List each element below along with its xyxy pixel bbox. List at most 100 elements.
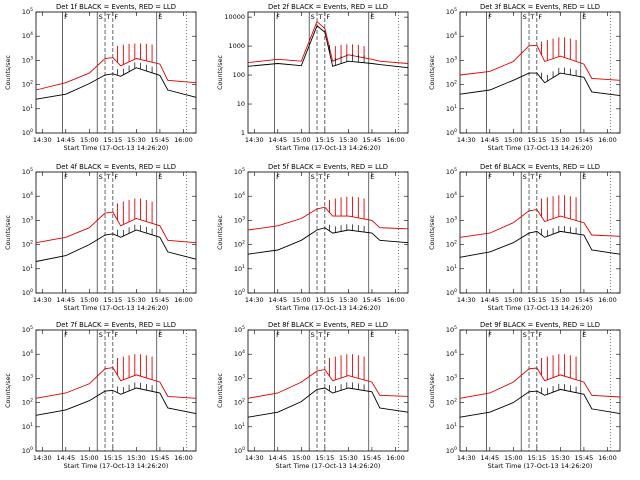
plot-frame [35, 11, 197, 134]
x-tick-label: 15:15 [103, 136, 122, 144]
y-tick-label: 102 [234, 240, 245, 249]
lld-series-line [459, 44, 621, 81]
x-tick-label: 14:30 [245, 136, 264, 144]
time-marker-label: E [582, 13, 586, 21]
x-tick-label: 14:30 [245, 296, 264, 304]
time-marker-label: F [326, 173, 330, 181]
time-marker-label: F [64, 13, 68, 21]
plot-frame [459, 171, 621, 294]
x-tick-label: 14:30 [457, 136, 476, 144]
y-tick-label: 103 [22, 55, 33, 64]
y-axis-label: Counts/sec [429, 215, 436, 250]
lld-series-line [247, 369, 409, 399]
y-tick-label: 100 [234, 288, 245, 297]
x-tick-label: 15:45 [363, 296, 382, 304]
time-marker-label: S [311, 13, 315, 21]
panel-title: Det 5f BLACK = Events, RED = LLD [268, 163, 388, 171]
y-tick-label: 102 [446, 398, 457, 407]
lld-series-line [459, 209, 621, 238]
plot-frame [247, 171, 409, 294]
plot-frame [247, 329, 409, 452]
x-axis-label: Start Time (17-Oct-13 14:26:20) [276, 304, 381, 312]
plot-frame [459, 11, 621, 134]
y-tick-label: 102 [234, 398, 245, 407]
x-tick-label: 16:00 [386, 454, 405, 462]
y-tick-label: 100 [22, 128, 33, 137]
y-tick-label: 103 [22, 373, 33, 382]
time-marker-label: F [114, 331, 118, 339]
x-tick-label: 16:00 [598, 296, 617, 304]
y-tick-label: 104 [22, 191, 33, 200]
x-axis-label: Start Time (17-Oct-13 14:26:20) [64, 462, 169, 470]
time-marker-label: F [538, 13, 542, 21]
plot-frame [35, 329, 197, 452]
time-marker-label: S [523, 13, 527, 21]
x-tick-label: 15:00 [504, 454, 523, 462]
y-tick-label: 101 [446, 264, 457, 273]
y-tick-label: 104 [234, 191, 245, 200]
events-series-line [35, 67, 197, 100]
y-tick-label: 100 [233, 71, 245, 79]
y-tick-label: 103 [234, 215, 245, 224]
time-marker-label: S [523, 331, 527, 339]
y-tick-label: 100 [446, 288, 457, 297]
y-tick-label: 105 [22, 325, 33, 334]
x-tick-label: 15:45 [575, 454, 594, 462]
x-tick-label: 14:45 [56, 296, 75, 304]
x-tick-label: 15:00 [80, 136, 99, 144]
time-marker-label: S [311, 331, 315, 339]
y-tick-label: 100 [446, 128, 457, 137]
x-tick-label: 15:00 [504, 136, 523, 144]
lld-series-line [35, 367, 197, 399]
plot-frame [35, 171, 197, 294]
x-tick-label: 16:00 [598, 136, 617, 144]
x-axis-label: Start Time (17-Oct-13 14:26:20) [64, 144, 169, 152]
panel-title: Det 6f BLACK = Events, RED = LLD [480, 163, 600, 171]
time-marker-label: S [311, 173, 315, 181]
x-tick-label: 15:15 [527, 296, 546, 304]
detector-panel-3: 100 101 102 103 104 105 14:30 14:45 15:00 15:15 15… [429, 3, 621, 152]
time-marker-label: S [99, 331, 103, 339]
x-tick-label: 15:45 [575, 296, 594, 304]
x-tick-label: 15:15 [527, 454, 546, 462]
y-axis-label: Counts/sec [429, 373, 436, 408]
x-tick-label: 15:15 [315, 296, 334, 304]
time-marker-label: T [106, 331, 111, 339]
x-tick-label: 15:45 [363, 136, 382, 144]
x-tick-label: 15:00 [504, 296, 523, 304]
lld-series-line [35, 57, 197, 91]
time-marker-label: E [582, 173, 586, 181]
x-tick-label: 14:45 [268, 296, 287, 304]
time-marker-label: F [64, 331, 68, 339]
x-tick-label: 14:30 [245, 454, 264, 462]
y-tick-label: 102 [446, 240, 457, 249]
time-marker-label: F [538, 331, 542, 339]
panel-title: Det 1f BLACK = Events, RED = LLD [56, 3, 176, 11]
x-tick-label: 14:30 [33, 454, 52, 462]
detector-panel-4: 100 101 102 103 104 105 14:30 14:45 15:00 15:15 15… [5, 163, 197, 312]
y-tick-label: 1 [241, 129, 245, 137]
x-tick-label: 15:15 [103, 296, 122, 304]
time-marker-label: E [158, 13, 162, 21]
panel-title: Det 3f BLACK = Events, RED = LLD [480, 3, 600, 11]
time-marker-label: T [530, 173, 535, 181]
x-tick-label: 15:15 [527, 136, 546, 144]
time-marker-label: F [488, 13, 492, 21]
x-tick-label: 14:45 [480, 136, 499, 144]
time-marker-label: T [318, 331, 323, 339]
panel-title: Det 9f BLACK = Events, RED = LLD [480, 321, 600, 329]
time-marker-label: E [370, 173, 374, 181]
time-marker-label: F [488, 331, 492, 339]
x-tick-label: 15:30 [339, 454, 358, 462]
x-tick-label: 15:45 [363, 454, 382, 462]
time-marker-label: E [370, 13, 374, 21]
x-tick-label: 15:45 [151, 454, 170, 462]
x-tick-label: 15:30 [339, 136, 358, 144]
y-tick-label: 101 [22, 422, 33, 431]
time-marker-label: T [530, 331, 535, 339]
events-series-line [247, 387, 409, 418]
y-tick-label: 100 [446, 446, 457, 455]
y-axis-label: Counts/sec [217, 373, 224, 408]
x-tick-label: 14:45 [268, 454, 287, 462]
lld-series-line [247, 20, 409, 64]
